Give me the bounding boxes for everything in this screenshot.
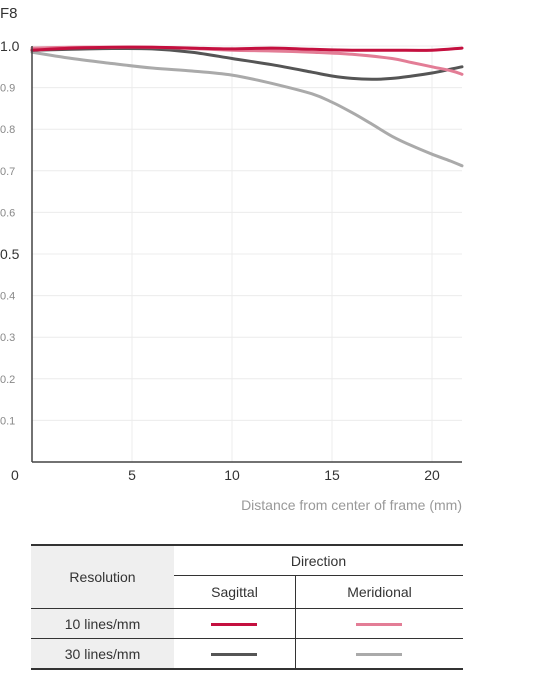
y-tick-label: 0.5	[0, 246, 20, 262]
legend-row-30: 30 lines/mm	[31, 638, 463, 670]
y-tick-label: 0.9	[0, 83, 15, 95]
legend-sagittal-header: Sagittal	[174, 575, 296, 609]
legend-resolution-header: Resolution	[31, 544, 174, 609]
legend-row-10-label: 10 lines/mm	[31, 608, 174, 639]
tick-labels: 1.0 0.9 0.8 0.7 0.6 0.5 0.4 0.3 0.2 0.1 0 5 10 15 20	[0, 38, 440, 483]
mtf-chart: F8 1.0 0.9 0.8 0.7 0.6 0.5 0.4 0.3 0.2 0.1 0 5 10 15 2…	[0, 5, 464, 513]
x-tick-label: 10	[224, 467, 240, 483]
grid-lines	[32, 45, 462, 462]
y-tick-label: 0.4	[0, 291, 15, 303]
y-tick-label: 0.1	[0, 415, 15, 427]
series-lines	[30, 45, 464, 168]
legend-row-10: 10 lines/mm	[31, 608, 463, 639]
legend-swatch-sagittal-10	[211, 623, 258, 627]
legend-swatch-meridional-30	[356, 653, 403, 657]
y-tick-label: 0.7	[0, 166, 15, 178]
y-tick-label: 0.3	[0, 332, 15, 344]
axes	[31, 46, 462, 463]
x-axis-title: Distance from center of frame (mm)	[241, 497, 462, 513]
legend-cell-sagittal-10	[174, 608, 296, 639]
legend-table: Resolution Direction Sagittal Meridional…	[31, 544, 463, 670]
chart-title: F8	[0, 5, 18, 22]
x-tick-label: 20	[424, 467, 440, 483]
legend-row-30-label: 30 lines/mm	[31, 638, 174, 670]
legend-swatch-sagittal-30	[211, 653, 258, 657]
y-tick-label: 0.8	[0, 124, 15, 136]
y-tick-label: 0.6	[0, 207, 15, 219]
y-tick-label: 0	[11, 467, 19, 483]
legend-cell-meridional-30	[295, 638, 463, 670]
series-sagittal-10	[30, 45, 464, 52]
series-sagittal-30	[30, 46, 464, 81]
y-tick-label: 1.0	[0, 38, 20, 54]
legend-direction-header: Direction	[174, 544, 463, 576]
x-tick-label: 5	[128, 467, 136, 483]
x-tick-label: 15	[324, 467, 340, 483]
y-tick-label: 0.2	[0, 374, 15, 386]
legend-cell-sagittal-30	[174, 638, 296, 670]
legend-meridional-header: Meridional	[295, 575, 463, 609]
legend-swatch-meridional-10	[356, 623, 403, 627]
legend-cell-meridional-10	[295, 608, 463, 639]
series-meridional-30	[30, 50, 464, 168]
